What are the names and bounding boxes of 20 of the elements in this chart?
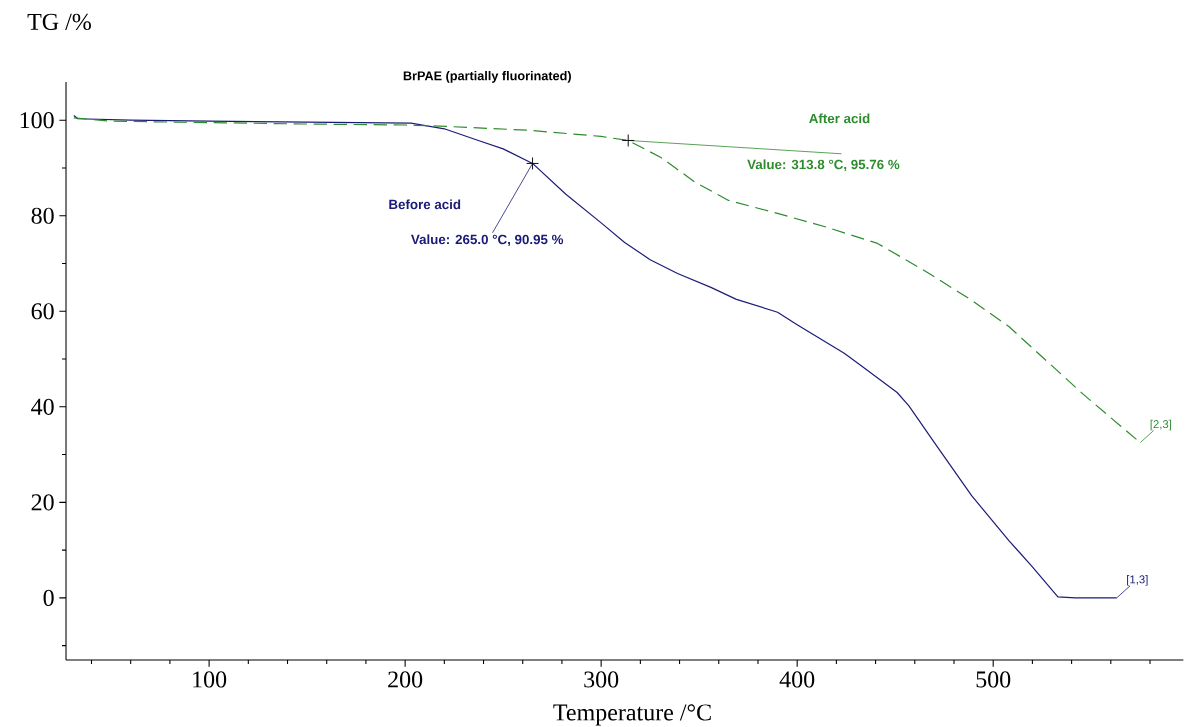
y-tick-label: 40 xyxy=(31,398,54,415)
x-axis-title: Temperature /°C xyxy=(553,704,711,726)
chart-title: BrPAE (partially fluorinated) xyxy=(403,70,571,83)
x-tick-label: 300 xyxy=(584,671,619,688)
x-tick-label: 400 xyxy=(779,671,815,688)
annotation: [1,3] xyxy=(1127,575,1148,586)
y-tick-label: 0 xyxy=(43,589,54,606)
text: Before acid xyxy=(389,199,461,210)
annotation: Value: 265.0 °C, 90.95 % xyxy=(411,234,564,247)
x-tick-label: 200 xyxy=(388,671,423,688)
x-tick-label: 100 xyxy=(193,671,227,688)
annotation: [2,3] xyxy=(1150,419,1172,431)
y-axis-title: TG /% xyxy=(27,13,91,31)
annotation: Value: 313.8 °C, 95.76 % xyxy=(747,159,900,172)
x-tick-label: 500 xyxy=(976,671,1011,688)
text: After acid xyxy=(809,113,870,124)
y-tick-label: 100 xyxy=(20,112,54,129)
y-tick-label: 60 xyxy=(31,303,54,320)
y-tick-label: 80 xyxy=(31,207,54,224)
y-tick-label: 20 xyxy=(31,494,54,511)
